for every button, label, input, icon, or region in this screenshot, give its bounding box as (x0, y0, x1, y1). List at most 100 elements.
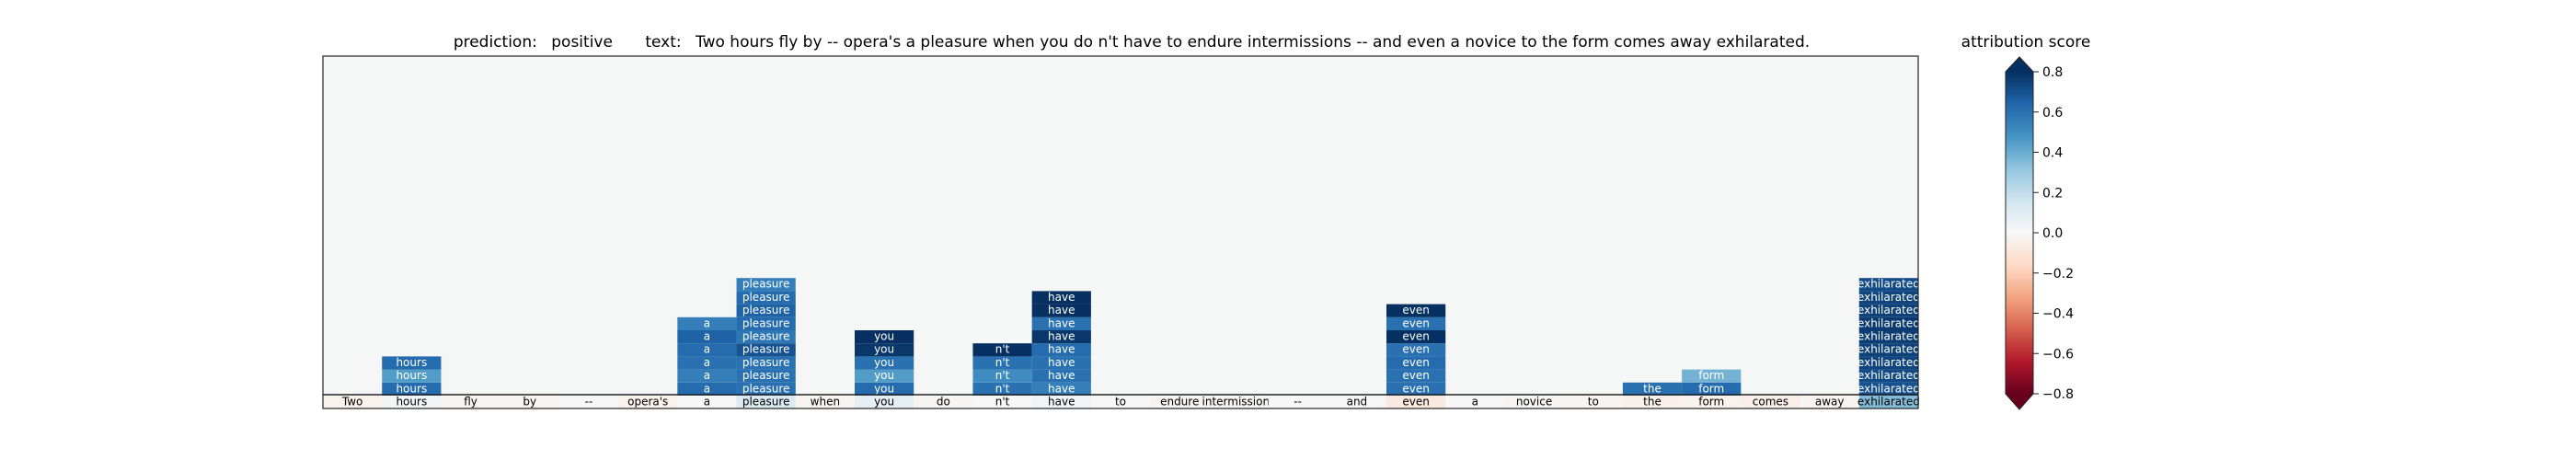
attribution-cell (1031, 369, 1091, 383)
baseline-cell (795, 396, 855, 408)
attribution-cell (1031, 304, 1091, 317)
attribution-cell-label: pleasure (742, 278, 790, 291)
attribution-cell-label: you (874, 330, 894, 343)
attribution-cell (855, 382, 914, 396)
attribution-cell (855, 330, 914, 344)
baseline-cell (677, 396, 737, 408)
baseline-cell (1622, 396, 1683, 408)
baseline-cell (1682, 396, 1742, 408)
baseline-token-label: form (1698, 396, 1724, 408)
attribution-cell-label: have (1048, 356, 1075, 369)
attribution-cell (972, 356, 1032, 370)
attribution-cell (1858, 316, 1918, 330)
attribution-cell-label: have (1048, 382, 1075, 395)
attribution-cell (382, 356, 442, 370)
attribution-cell (1031, 316, 1091, 330)
baseline-token-label: n't (995, 396, 1010, 408)
attribution-cell (677, 343, 737, 357)
attribution-cell-label: even (1402, 330, 1429, 343)
attribution-cell-label: pleasure (742, 369, 790, 382)
attribution-cell-label: exhilarated (1857, 330, 1920, 343)
baseline-token-label: to (1588, 396, 1599, 408)
baseline-cell (1209, 396, 1269, 408)
attribution-cell (1386, 369, 1446, 383)
attribution-cell-label: even (1402, 356, 1429, 369)
baseline-cell (1268, 396, 1328, 408)
attribution-cell-label: a (704, 316, 710, 329)
baseline-token-label: you (874, 396, 894, 408)
baseline-token-label: by (523, 396, 536, 408)
baseline-cell (914, 396, 973, 408)
attribution-cell (1031, 343, 1091, 357)
baseline-token-label: Two (341, 396, 363, 408)
attribution-cell-label: exhilarated (1857, 278, 1920, 291)
attribution-cell (1031, 330, 1091, 344)
attribution-cell (736, 369, 796, 383)
colorbar-extend-min (2006, 394, 2033, 409)
attribution-cell-label: even (1402, 304, 1429, 316)
attribution-cell (382, 369, 442, 383)
baseline-cell (558, 396, 619, 408)
baseline-cell (1386, 396, 1446, 408)
baseline-cell (1504, 396, 1564, 408)
plot-area (323, 56, 1918, 408)
baseline-token-label: do (937, 396, 950, 408)
baseline-token-label: the (1643, 396, 1662, 408)
attribution-cell (855, 356, 914, 370)
colorbar-tick-label: 0.8 (2042, 65, 2063, 80)
attribution-cell-label: a (704, 369, 710, 382)
colorbar-tick-label: 0.4 (2042, 146, 2063, 161)
colorbar-tick-label: −0.4 (2042, 307, 2074, 322)
attribution-cell (1682, 369, 1742, 383)
attribution-cell (1386, 382, 1446, 396)
attribution-cell-label: you (874, 382, 894, 395)
colorbar-tick-label: −0.2 (2042, 267, 2074, 282)
baseline-cell (441, 396, 500, 408)
prediction-label: prediction: (454, 33, 537, 52)
attribution-cell-label: exhilarated (1857, 316, 1920, 329)
attribution-cell-label: you (874, 356, 894, 369)
baseline-cell (618, 396, 678, 408)
attribution-cell (736, 291, 796, 305)
baseline-token-label: and (1347, 396, 1368, 408)
attribution-cell-label: pleasure (742, 316, 790, 329)
attribution-cell (1858, 278, 1918, 292)
colorbar-label: attribution score (1961, 33, 2091, 52)
attribution-cell-label: even (1402, 382, 1429, 395)
attribution-cell-label: pleasure (742, 356, 790, 369)
token-baseline-row: Two hours fly by -- opera's a pleasure when you do… (323, 396, 1920, 408)
attribution-cell-label: have (1048, 369, 1075, 382)
baseline-cell (1445, 396, 1505, 408)
colorbar-tick-label: −0.6 (2042, 347, 2074, 362)
text-value: Two hours fly by -- opera's a pleasure w… (695, 33, 1810, 52)
baseline-cell (1800, 396, 1859, 408)
baseline-token-label: intermissions (1202, 396, 1276, 408)
attribution-cell-label: pleasure (742, 343, 790, 356)
colorbar: attribution score 0.8 0.6 0.4 0.2 0.0 −0.2 −0.… (1961, 33, 2091, 410)
baseline-token-label: when (811, 396, 840, 408)
attribution-cell (736, 330, 796, 344)
baseline-token-label: to (1115, 396, 1126, 408)
attribution-cell (972, 382, 1032, 396)
attribution-cell-label: exhilarated (1857, 291, 1920, 304)
attribution-cell-label: a (704, 330, 710, 343)
attribution-cell (736, 382, 796, 396)
attribution-cell (1031, 356, 1091, 370)
colorbar-extend-max (2006, 57, 2033, 72)
attribution-cell (1386, 316, 1446, 330)
attribution-cell-label: n't (995, 382, 1010, 395)
baseline-token-label: fly (464, 396, 477, 408)
attribution-cell (1622, 382, 1683, 396)
baseline-token-label: away (1815, 396, 1845, 408)
attribution-cell-label: even (1402, 369, 1429, 382)
baseline-cell (1090, 396, 1151, 408)
baseline-cell (736, 396, 796, 408)
attribution-cell (736, 343, 796, 357)
baseline-token-label: comes (1753, 396, 1788, 408)
attribution-cell-label: have (1048, 330, 1075, 343)
baseline-cell (972, 396, 1032, 408)
attribution-cell (677, 382, 737, 396)
baseline-cell (382, 396, 442, 408)
colorbar-tick-label: −0.8 (2042, 387, 2074, 402)
